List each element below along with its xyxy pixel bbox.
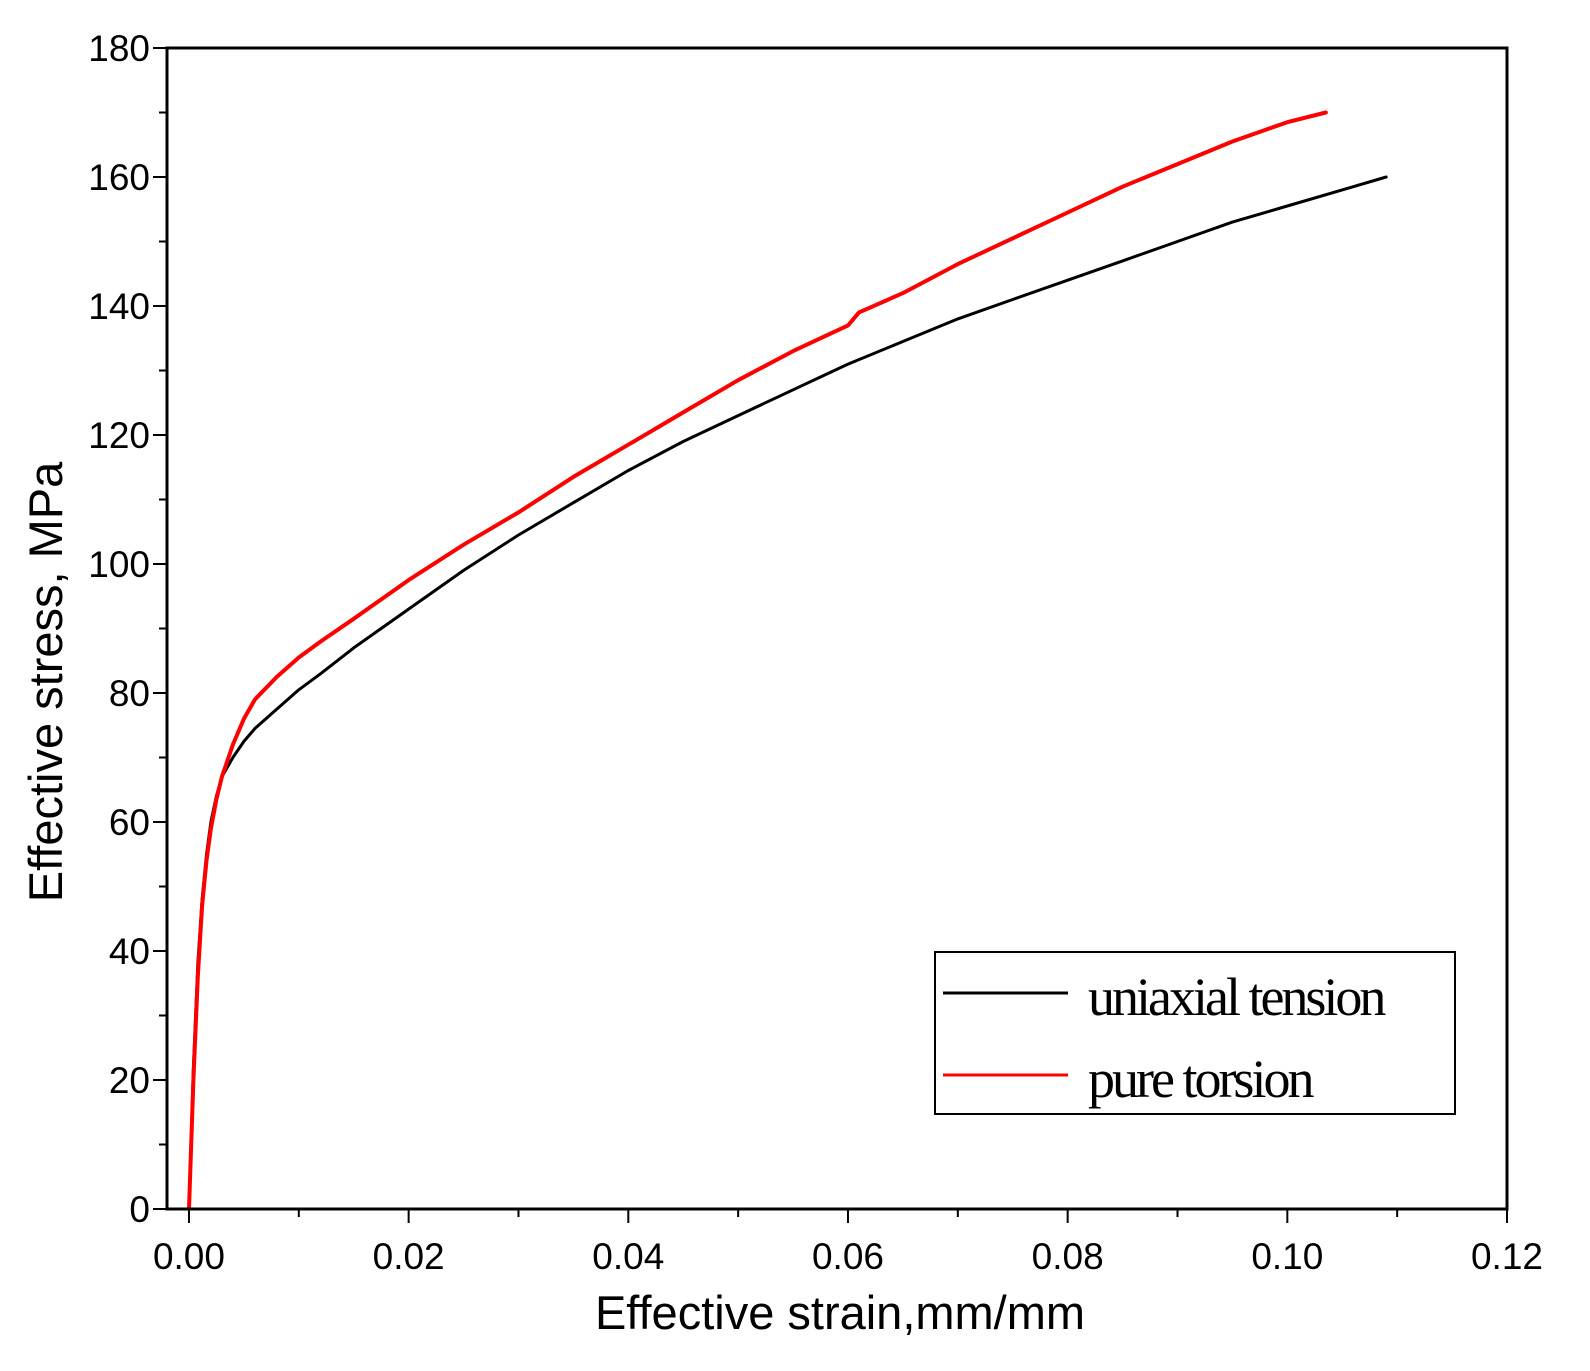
- x-tick-label: 0.10: [1251, 1236, 1323, 1277]
- x-tick-label: 0.06: [812, 1236, 884, 1277]
- legend: uniaxial tension pure torsion: [934, 951, 1456, 1115]
- legend-label-pure-torsion: pure torsion: [1088, 1049, 1314, 1109]
- x-tick-label: 0.00: [153, 1236, 225, 1277]
- y-tick-label: 60: [109, 802, 150, 843]
- plot-frame: [165, 46, 1509, 1211]
- legend-label-uniaxial-tension: uniaxial tension: [1088, 967, 1386, 1027]
- series-layer: [187, 110, 1388, 1211]
- y-tick-label: 120: [88, 415, 150, 456]
- x-tick-label: 0.08: [1032, 1236, 1104, 1277]
- x-tick-label: 0.04: [592, 1236, 664, 1277]
- y-tick-label: 0: [129, 1189, 150, 1230]
- y-tick-label: 180: [88, 28, 150, 69]
- x-axis-title: Effective strain,mm/mm: [595, 1286, 1085, 1339]
- y-tick-label: 160: [88, 157, 150, 198]
- y-tick-label: 140: [88, 286, 150, 327]
- x-tick-label: 0.02: [373, 1236, 445, 1277]
- y-axis-title: Effective stress, MPa: [19, 461, 72, 902]
- y-tick-label: 100: [88, 544, 150, 585]
- legend-box: [934, 951, 1456, 1115]
- x-tick-label: 0.12: [1471, 1236, 1543, 1277]
- y-tick-label: 40: [109, 931, 150, 972]
- y-tick-label: 20: [109, 1060, 150, 1101]
- series-line-pure-torsion: [187, 110, 1328, 1211]
- tick-layer: 0.00 0.02 0.04 0.06 0.08 0.10 0.12 0 20 40 60 80 100…: [88, 28, 1543, 1277]
- y-tick-label: 80: [109, 673, 150, 714]
